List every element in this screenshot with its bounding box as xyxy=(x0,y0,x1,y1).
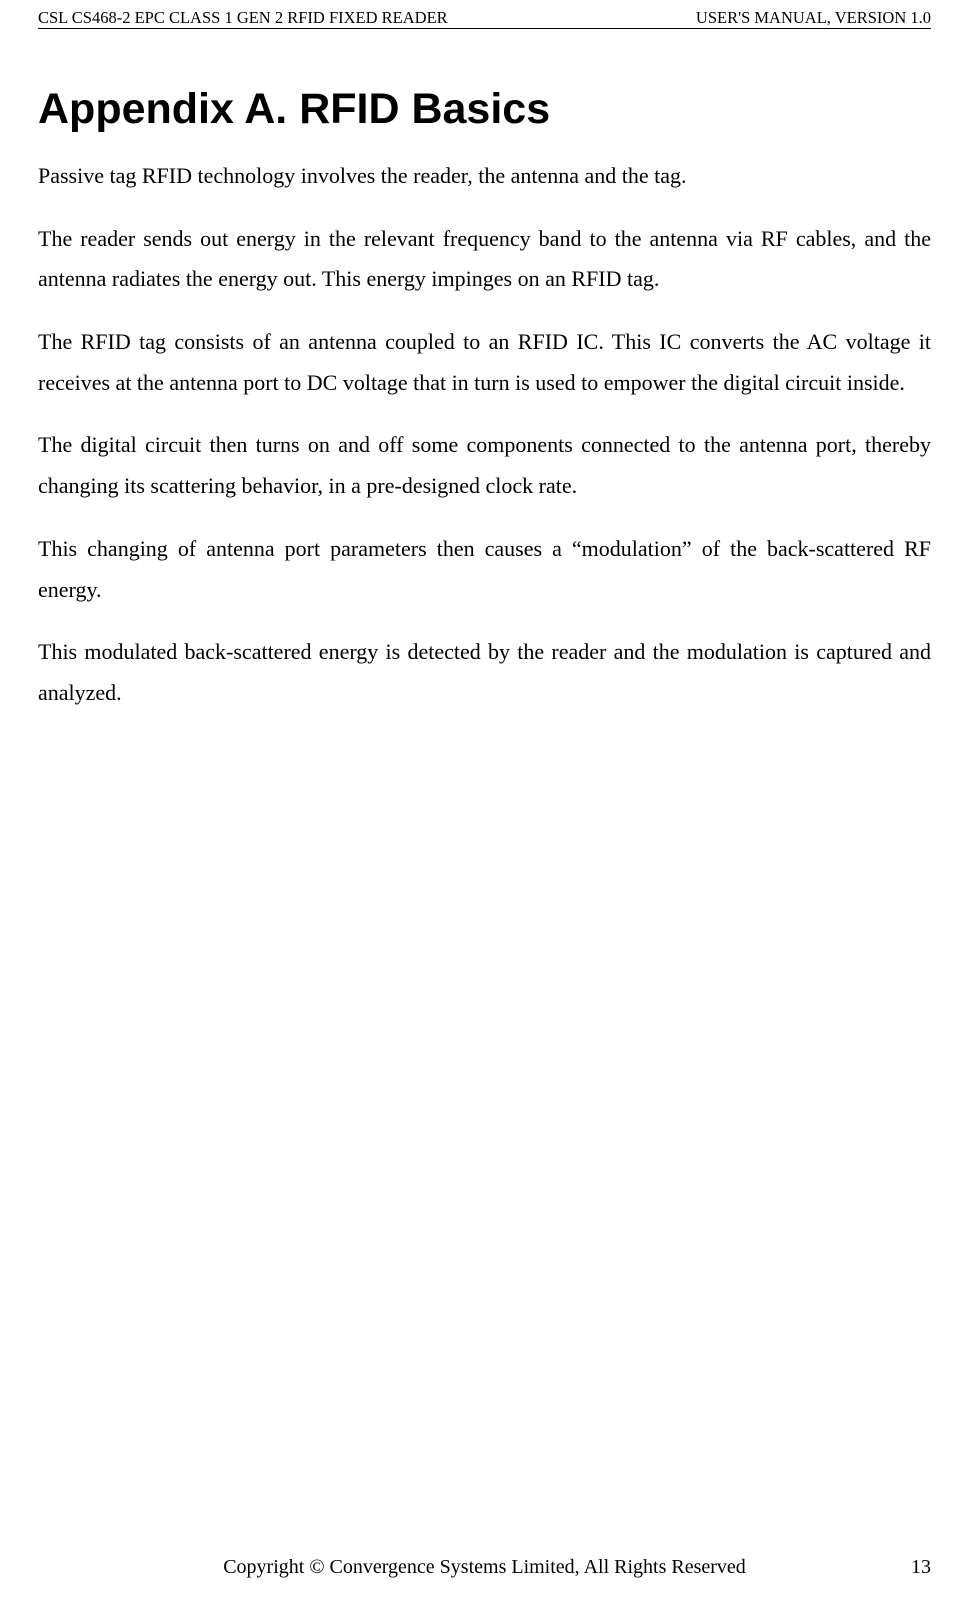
paragraph-3: The RFID tag consists of an antenna coup… xyxy=(38,322,931,403)
header-right-text: USER'S MANUAL, VERSION 1.0 xyxy=(696,8,931,28)
footer-copyright: Copyright © Convergence Systems Limited,… xyxy=(38,1556,931,1579)
running-header: CSL CS468-2 EPC CLASS 1 GEN 2 RFID FIXED… xyxy=(38,0,931,29)
main-content: Appendix A. RFID Basics Passive tag RFID… xyxy=(38,29,931,714)
paragraph-1: Passive tag RFID technology involves the… xyxy=(38,156,931,197)
appendix-title: Appendix A. RFID Basics xyxy=(38,85,931,134)
header-left-text: CSL CS468-2 EPC CLASS 1 GEN 2 RFID FIXED… xyxy=(38,8,448,28)
paragraph-5: This changing of antenna port parameters… xyxy=(38,529,931,610)
page-container: CSL CS468-2 EPC CLASS 1 GEN 2 RFID FIXED… xyxy=(0,0,969,1601)
running-footer: Copyright © Convergence Systems Limited,… xyxy=(38,1556,931,1579)
paragraph-2: The reader sends out energy in the relev… xyxy=(38,219,931,300)
paragraph-6: This modulated back-scattered energy is … xyxy=(38,632,931,713)
paragraph-4: The digital circuit then turns on and of… xyxy=(38,425,931,506)
